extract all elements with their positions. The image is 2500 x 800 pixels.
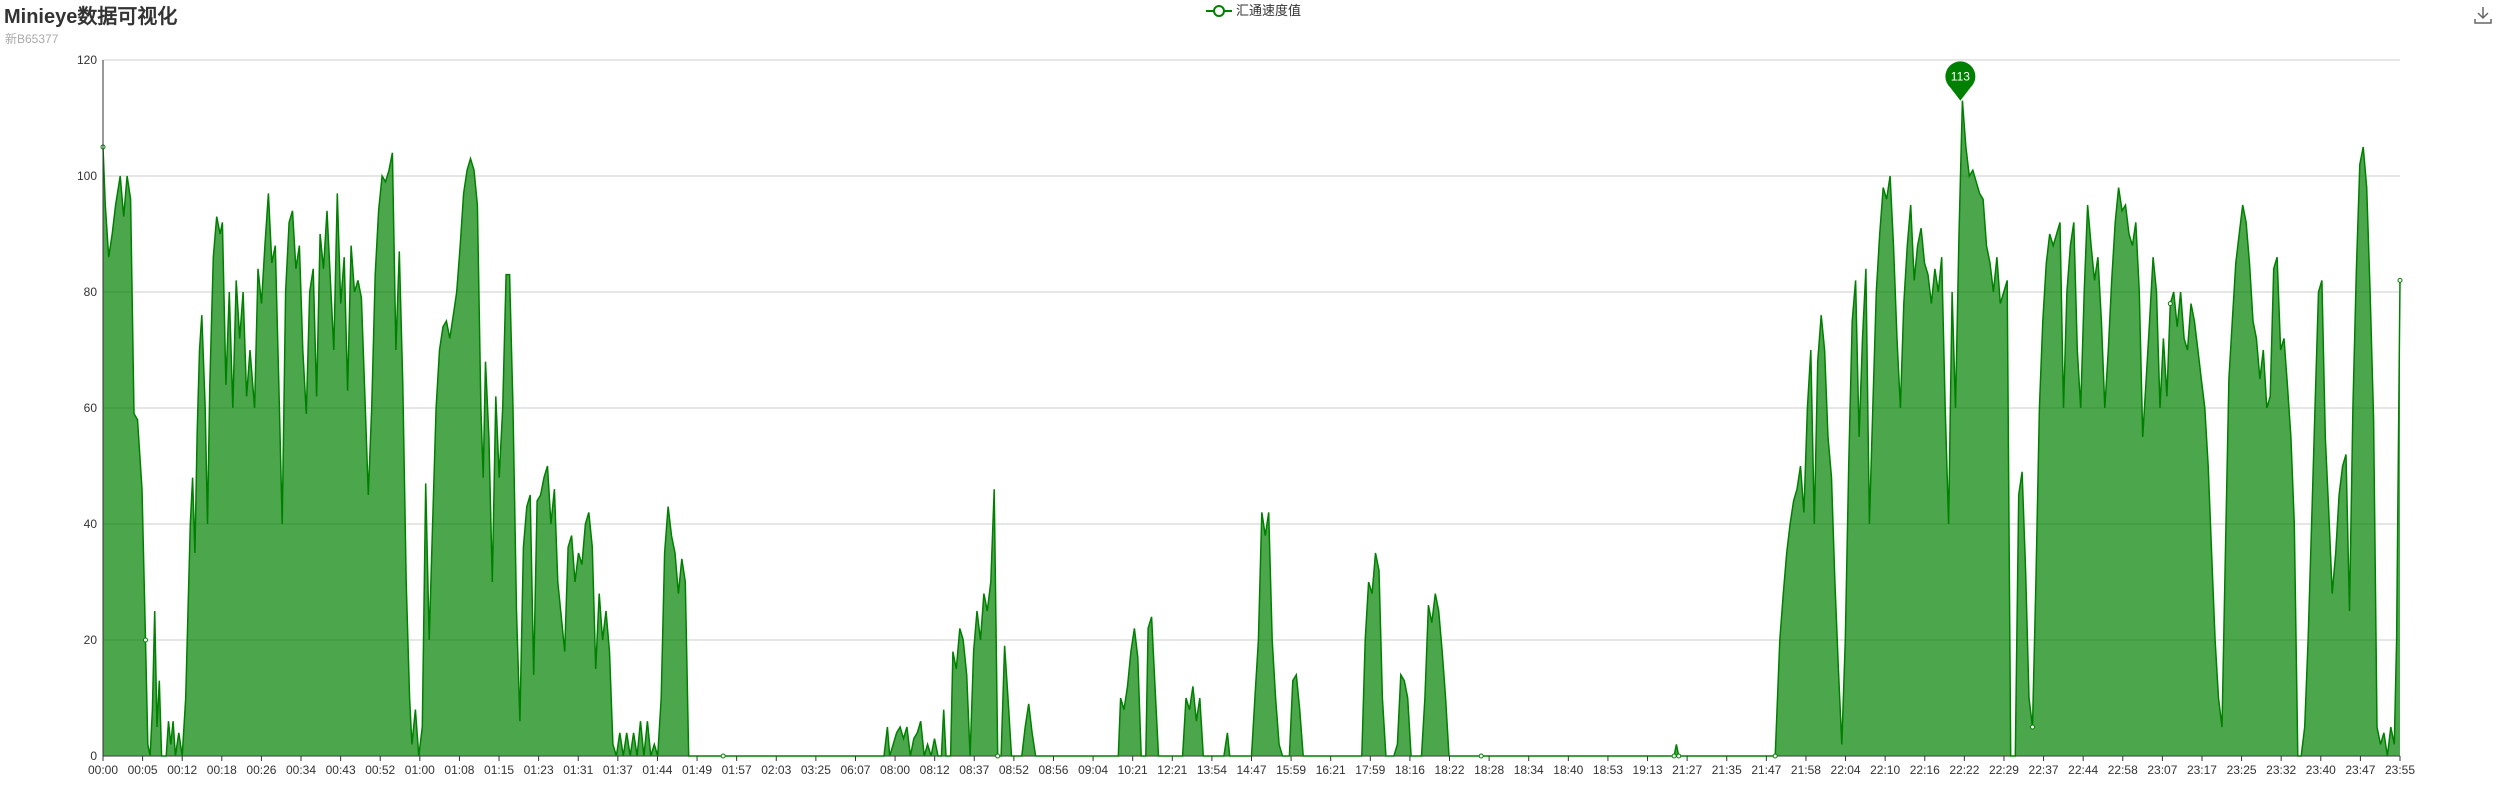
chart-subtitle: 新B65377 bbox=[5, 32, 59, 46]
x-tick-label: 00:18 bbox=[207, 763, 237, 777]
y-tick-label: 0 bbox=[90, 749, 97, 763]
x-tick-label: 13:54 bbox=[1197, 763, 1227, 777]
series-area-fill bbox=[103, 100, 2400, 757]
x-tick-label: 22:29 bbox=[1989, 763, 2019, 777]
x-tick-label: 22:37 bbox=[2029, 763, 2059, 777]
x-tick-label: 10:21 bbox=[1118, 763, 1148, 777]
x-tick-label: 01:00 bbox=[405, 763, 435, 777]
x-tick-label: 17:59 bbox=[1355, 763, 1385, 777]
x-tick-label: 00:34 bbox=[286, 763, 316, 777]
x-tick-label: 01:44 bbox=[642, 763, 672, 777]
x-tick-label: 23:17 bbox=[2187, 763, 2217, 777]
series-point bbox=[2029, 724, 2035, 730]
x-tick-label: 15:59 bbox=[1276, 763, 1306, 777]
x-tick-label: 18:40 bbox=[1553, 763, 1583, 777]
y-tick-label: 60 bbox=[84, 401, 98, 415]
max-marker-label: 113 bbox=[1951, 70, 1970, 84]
y-tick-label: 100 bbox=[77, 169, 97, 183]
x-tick-label: 08:00 bbox=[880, 763, 910, 777]
max-marker-pin bbox=[1945, 61, 1976, 101]
x-tick-label: 01:49 bbox=[682, 763, 712, 777]
series-point bbox=[1772, 753, 1778, 759]
max-marker-group: 113 bbox=[1945, 61, 1976, 101]
x-tick-label: 18:22 bbox=[1435, 763, 1465, 777]
download-icon[interactable] bbox=[2472, 4, 2494, 26]
x-tick-label: 21:47 bbox=[1751, 763, 1781, 777]
legend[interactable]: 汇通速度值 bbox=[1206, 3, 1301, 18]
legend-marker bbox=[1213, 5, 1225, 17]
x-tick-label: 08:56 bbox=[1038, 763, 1068, 777]
x-tick-label: 18:28 bbox=[1474, 763, 1504, 777]
chart-title: Minieye数据可视化 bbox=[4, 6, 178, 28]
x-tick-label: 14:47 bbox=[1236, 763, 1266, 777]
x-tick-label: 22:16 bbox=[1910, 763, 1940, 777]
y-tick-label: 40 bbox=[84, 517, 98, 531]
x-tick-label: 23:07 bbox=[2147, 763, 2177, 777]
series-point bbox=[1676, 753, 1682, 759]
x-tick-label: 01:08 bbox=[444, 763, 474, 777]
axes: 0 20 40 60 80 100 120 00:00 00:05 00:12 00:18 00:26… bbox=[77, 53, 2415, 777]
x-tick-label: 02:03 bbox=[761, 763, 791, 777]
legend-label: 汇通速度值 bbox=[1236, 3, 1301, 18]
x-tick-label: 01:15 bbox=[484, 763, 514, 777]
x-tick-label: 22:44 bbox=[2068, 763, 2098, 777]
x-tick-label: 23:40 bbox=[2306, 763, 2336, 777]
x-tick-label: 00:26 bbox=[246, 763, 276, 777]
x-tick-label: 03:25 bbox=[801, 763, 831, 777]
x-tick-label: 06:07 bbox=[840, 763, 870, 777]
x-tick-label: 16:21 bbox=[1316, 763, 1346, 777]
x-tick-label: 23:55 bbox=[2385, 763, 2415, 777]
series-point bbox=[1671, 753, 1677, 759]
series-point bbox=[995, 753, 1001, 759]
x-tick-label: 01:57 bbox=[722, 763, 752, 777]
x-tick-label: 01:31 bbox=[563, 763, 593, 777]
x-tick-label: 18:16 bbox=[1395, 763, 1425, 777]
series-line bbox=[102, 100, 2401, 757]
x-tick-label: 23:47 bbox=[2345, 763, 2375, 777]
x-tick-label: 22:04 bbox=[1831, 763, 1861, 777]
x-tick-label: 23:25 bbox=[2227, 763, 2257, 777]
x-tick-label: 21:27 bbox=[1672, 763, 1702, 777]
y-tick-label: 20 bbox=[84, 633, 98, 647]
series-point bbox=[1478, 753, 1484, 759]
x-tick-label: 00:43 bbox=[326, 763, 356, 777]
x-tick-label: 23:32 bbox=[2266, 763, 2296, 777]
x-tick-label: 22:22 bbox=[1949, 763, 1979, 777]
x-tick-label: 21:58 bbox=[1791, 763, 1821, 777]
y-tick-label: 120 bbox=[77, 53, 97, 67]
x-tick-label: 01:37 bbox=[603, 763, 633, 777]
series-point bbox=[142, 637, 148, 643]
x-tick-label: 08:12 bbox=[920, 763, 950, 777]
x-tick-label: 08:37 bbox=[959, 763, 989, 777]
x-tick-label: 00:05 bbox=[128, 763, 158, 777]
x-tick-label: 08:52 bbox=[999, 763, 1029, 777]
x-tick-label: 00:52 bbox=[365, 763, 395, 777]
x-tick-label: 18:34 bbox=[1514, 763, 1544, 777]
x-tick-label: 19:13 bbox=[1633, 763, 1663, 777]
x-tick-label: 22:58 bbox=[2108, 763, 2138, 777]
x-tick-label: 18:53 bbox=[1593, 763, 1623, 777]
x-tick-label: 12:21 bbox=[1157, 763, 1187, 777]
x-tick-label: 22:10 bbox=[1870, 763, 1900, 777]
x-tick-label: 00:00 bbox=[88, 763, 118, 777]
y-tick-label: 80 bbox=[84, 285, 98, 299]
x-tick-label: 09:04 bbox=[1078, 763, 1108, 777]
series-point bbox=[2167, 301, 2173, 307]
series-point bbox=[2397, 277, 2403, 283]
series-area bbox=[100, 100, 2403, 759]
series-point bbox=[720, 753, 726, 759]
x-tick-label: 21:35 bbox=[1712, 763, 1742, 777]
x-tick-label: 01:23 bbox=[524, 763, 554, 777]
x-tick-label: 00:12 bbox=[167, 763, 197, 777]
